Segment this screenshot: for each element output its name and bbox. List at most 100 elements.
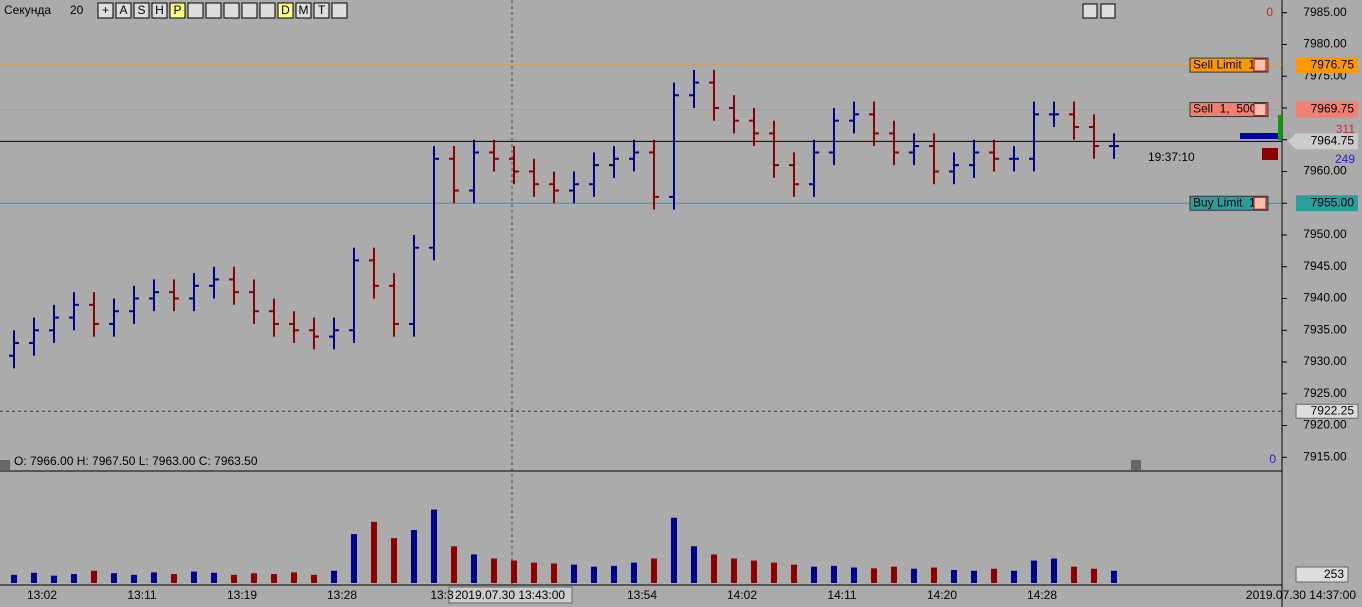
order-cancel[interactable] (1253, 103, 1267, 117)
toolbar-button-label: A (119, 3, 127, 17)
toolbar-button[interactable] (115, 2, 132, 19)
volume-bar (891, 566, 897, 583)
volume-bar (1051, 558, 1057, 583)
y-tick-label: 7925.00 (1303, 386, 1347, 400)
toolbar-button[interactable] (133, 2, 150, 19)
toolbar-icon[interactable] (223, 2, 240, 19)
volume-bar (751, 560, 757, 583)
x-tick-label: 13:54 (627, 588, 657, 602)
volume-bar (991, 568, 997, 583)
volume-bar (151, 572, 157, 583)
volume-box (1295, 566, 1349, 583)
scroll-box[interactable] (0, 460, 10, 470)
crosshair-box (448, 586, 573, 604)
toolbar-icon[interactable] (241, 2, 258, 19)
toolbar-button[interactable] (151, 2, 168, 19)
volume-bar (191, 571, 197, 583)
toolbar-button[interactable] (169, 2, 186, 19)
volume-bar (311, 574, 317, 583)
volume-bar (451, 546, 457, 583)
volume-bar (291, 572, 297, 583)
volume-bar (31, 572, 37, 583)
volume-bar (711, 554, 717, 583)
toolbar-icon[interactable] (187, 2, 204, 19)
toolbar-icon[interactable] (331, 2, 348, 19)
volume-bar (131, 574, 137, 583)
volume-bar (1111, 570, 1117, 583)
volume-bar (1091, 568, 1097, 583)
period-title: Секунда (4, 3, 51, 17)
volume-bar (411, 530, 417, 583)
volume-bar (171, 574, 177, 583)
marker-box (1295, 403, 1359, 419)
toolbar-button[interactable] (97, 2, 114, 19)
volume-bar (971, 570, 977, 583)
price-label: 7969.75 (1311, 102, 1355, 116)
order-cancel[interactable] (1253, 58, 1267, 72)
volume-bar (911, 568, 917, 583)
volume-bar (611, 565, 617, 583)
y-tick-label: 7920.00 (1303, 418, 1347, 432)
order-cancel[interactable] (1253, 196, 1267, 210)
bid-size: 249 (1335, 152, 1355, 166)
x-tick-label: 14:11 (827, 588, 856, 602)
toolbar-button[interactable] (295, 2, 312, 19)
volume-bar (951, 569, 957, 583)
last-time: 2019.07.30 14:37:00 (1246, 588, 1356, 602)
volume-bar (1031, 560, 1037, 583)
toolbar-button-label: T (318, 3, 326, 17)
order-box[interactable] (1189, 195, 1269, 211)
toolbar-icon[interactable] (205, 2, 222, 19)
price-box (1296, 57, 1358, 74)
volume-bar (231, 574, 237, 583)
toolbar-button-label: + (102, 3, 109, 17)
x-tick-label: 13:19 (227, 588, 257, 602)
volume-bar (371, 521, 377, 583)
toolbar-icon[interactable] (259, 2, 276, 19)
x-tick-label: 14:28 (1027, 588, 1057, 602)
dom-bar (1262, 148, 1278, 160)
y-tick-label: 7935.00 (1303, 322, 1347, 336)
volume-bar (531, 562, 537, 583)
price-label: 7955.00 (1311, 195, 1355, 209)
toolbar-button-label: H (155, 3, 164, 17)
volume-bar (571, 564, 577, 583)
volume-bar (351, 534, 357, 583)
volume-bar (471, 554, 477, 583)
order-box[interactable] (1189, 57, 1269, 73)
volume-bar (931, 567, 937, 583)
price-label: 7976.75 (1311, 57, 1355, 71)
scroll-box[interactable] (1131, 460, 1141, 470)
volume-bar (691, 546, 697, 583)
last-price-label: 7964.75 (1311, 133, 1355, 147)
x-tick-label: 13:02 (27, 588, 57, 602)
x-tick-label: 14:20 (927, 588, 957, 602)
button[interactable] (1100, 3, 1116, 19)
y-tick-label: 7930.00 (1303, 354, 1347, 368)
toolbar-button[interactable] (277, 2, 294, 19)
volume-bar (851, 567, 857, 583)
volume-bar (791, 564, 797, 583)
volume-bar (391, 538, 397, 583)
ask-size: 311 (1336, 122, 1355, 136)
volume-bar (771, 562, 777, 583)
volume-last: 253 (1324, 567, 1344, 581)
volume-bar (591, 566, 597, 583)
volume-bar (71, 574, 77, 583)
volume-bar (271, 574, 277, 583)
last-price-box (1288, 133, 1358, 150)
y-tick-label: 7950.00 (1303, 227, 1347, 241)
order-box[interactable] (1189, 102, 1269, 118)
volume-bar (511, 560, 517, 583)
toolbar-button-label: D (281, 3, 290, 17)
x-tick-label: 14:02 (727, 588, 757, 602)
volume-bar (631, 562, 637, 583)
volume-bar (1011, 570, 1017, 583)
y-tick-label: 7960.00 (1303, 164, 1347, 178)
countdown: 19:37:10 (1148, 150, 1195, 164)
toolbar-button[interactable] (313, 2, 330, 19)
y-tick-label: 7980.00 (1303, 37, 1347, 51)
dom-bar (1278, 115, 1282, 140)
button[interactable] (1082, 3, 1098, 19)
